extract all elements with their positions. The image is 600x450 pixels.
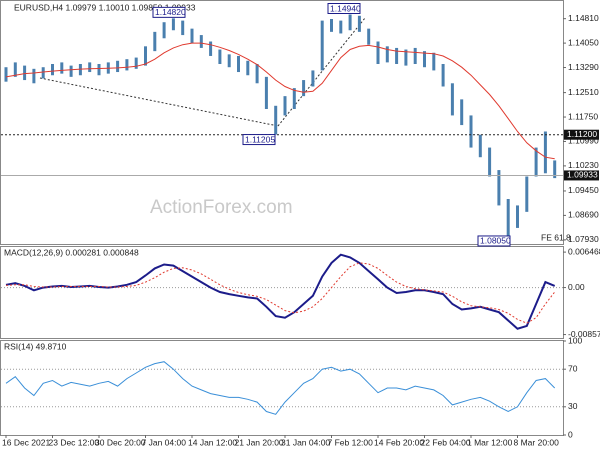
price-level-box [564, 170, 599, 181]
y-tick-label: 100 [568, 335, 582, 345]
annotation-label: 1.14940 [330, 3, 361, 13]
y-tick-label: 1.10990 [568, 136, 599, 146]
indicator-line [5, 361, 556, 415]
indicator-line [5, 262, 556, 324]
y-tick-label: 1.14810 [568, 13, 599, 23]
x-tick-label: 23 Dec 12:00 [49, 437, 100, 447]
x-tick-label: 8 Mar 20:00 [514, 437, 560, 447]
macd-panel [0, 246, 564, 339]
rsi-panel [0, 340, 564, 436]
annotation-label: 1.11205 [245, 134, 275, 144]
annotation-box [242, 134, 276, 146]
y-tick-label: 1.12510 [568, 87, 599, 97]
rsi-title: RSI(14) 49.8710 [4, 341, 67, 351]
indicator-line [5, 42, 555, 160]
x-tick-label: 31 Jan 04:00 [281, 437, 330, 447]
watermark: ActionForex.com [150, 197, 293, 218]
y-tick-label: 1.10230 [568, 160, 599, 170]
x-tick-label: 21 Jan 20:00 [235, 437, 284, 447]
fibo-line [39, 77, 279, 127]
annotation-box [327, 3, 361, 14]
x-tick-label: 16 Dec 2021 [2, 437, 50, 447]
y-tick-label: -0.008573 [568, 329, 600, 339]
price-level-label: 1.09933 [567, 170, 598, 180]
x-tick-label: 30 Dec 20:00 [95, 437, 146, 447]
macd-title: MACD(12,26,9) 0.000281 0.000848 [4, 247, 139, 257]
y-tick-label: 0 [568, 429, 573, 439]
y-tick-label: 1.11750 [568, 111, 598, 121]
y-tick-label: 0.00 [568, 282, 585, 292]
annotation-box [152, 6, 186, 18]
price-level-label: 1.11200 [567, 129, 597, 139]
x-tick-label: 14 Jan 12:00 [188, 437, 237, 447]
y-tick-label: 1.13290 [568, 62, 599, 72]
y-tick-label: 30 [568, 401, 578, 411]
x-tick-label: 7 Feb 12:00 [328, 437, 374, 447]
annotation-label: 1.08050 [480, 236, 511, 246]
y-tick-label: 1.07930 [568, 234, 599, 244]
x-tick-label: 22 Feb 04:00 [421, 437, 471, 447]
y-tick-label: 1.14050 [568, 37, 599, 47]
price-level-box [564, 129, 599, 140]
annotation-box [477, 235, 511, 247]
fibo-line [277, 17, 366, 127]
y-tick-label: 1.08690 [568, 210, 599, 220]
price-panel [0, 0, 564, 245]
y-tick-label: 70 [568, 363, 578, 373]
y-tick-label: 0.006468 [568, 246, 600, 256]
indicator-line [5, 253, 556, 330]
x-tick-label: 14 Feb 20:00 [374, 437, 424, 447]
annotation-label: 1.14820 [155, 7, 186, 17]
y-tick-label: 1.09450 [568, 185, 599, 195]
x-tick-label: 7 Jan 04:00 [142, 437, 187, 447]
price-title: EURUSD,H4 1.09979 1.10010 1.09850 1.0993… [14, 2, 196, 12]
fe-label: FE 61.8 [541, 232, 571, 242]
x-tick-label: 1 Mar 12:00 [467, 437, 513, 447]
